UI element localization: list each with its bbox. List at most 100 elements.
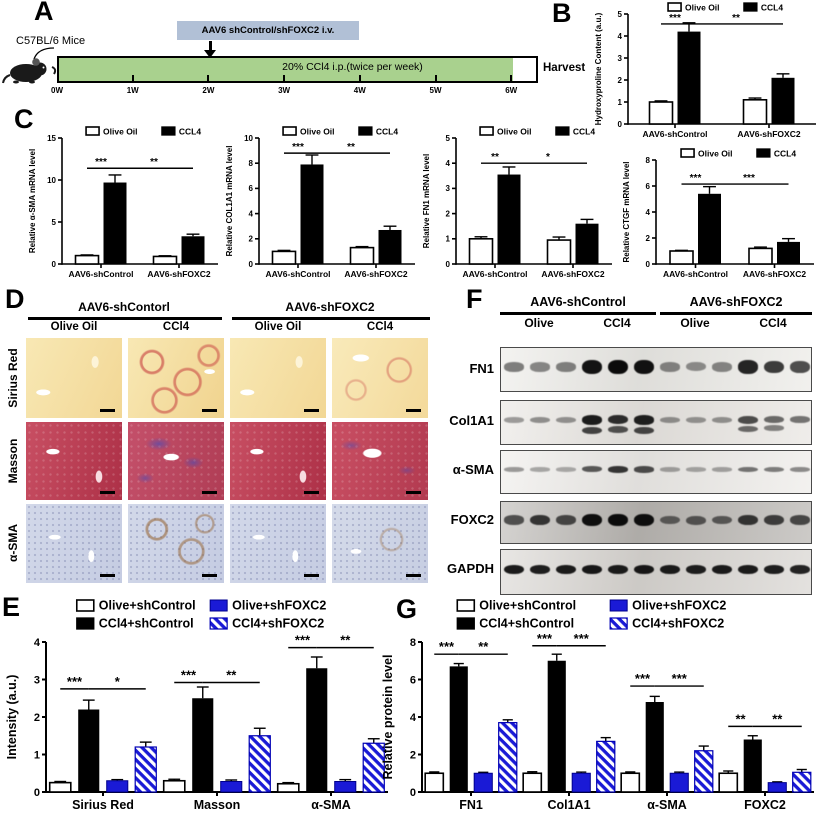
bar-E-Olive+shControl-Masson <box>162 779 186 793</box>
bar-G-Olive+shFOXC2-α-SMA <box>669 772 689 793</box>
significance-stars: ** <box>150 157 158 168</box>
f-cond-olive-2: Olive <box>680 316 710 330</box>
x-category-AAV6-shControl: AAV6-shControl <box>68 269 133 279</box>
significance-stars: ** <box>735 711 746 726</box>
blot-band <box>530 564 550 574</box>
blot-band <box>530 362 550 372</box>
svg-text:2: 2 <box>249 235 254 244</box>
significance-stars: ** <box>478 639 489 654</box>
bar-E-Olive+shFOXC2-Masson <box>220 781 243 793</box>
legend-swatch-black <box>161 126 176 136</box>
legend-swatch-black <box>456 617 475 630</box>
f-group-shcontrol: AAV6-shControl <box>530 295 626 309</box>
panel-c-chart-fn1: 0 1 2 3 4 5 Relative FN1 mRNA level AAV6-shCont… <box>420 124 616 290</box>
x-category-AAV6-shFOXC2: AAV6-shFOXC2 <box>344 269 407 279</box>
svg-text:0: 0 <box>34 787 40 799</box>
blot-band <box>582 514 602 526</box>
y-axis-label-C2: Relative COL1A1 mRNA level <box>225 146 234 257</box>
blot-band <box>738 425 758 433</box>
week-label-1W: 1W <box>126 86 139 95</box>
blot-band <box>660 515 680 525</box>
bar-B-Olive Oil-AAV6-shFOXC2 <box>742 99 768 125</box>
blot-label-col1a1: Col1A1 <box>449 413 494 428</box>
svg-text:6: 6 <box>646 182 651 191</box>
histology-masson-col0 <box>26 422 122 500</box>
scale-bar <box>304 409 319 412</box>
bar-B-CCL4-AAV6-shControl <box>677 31 701 125</box>
panel-f-label: F <box>466 284 483 314</box>
blot-band <box>764 515 784 526</box>
svg-text:1: 1 <box>618 98 623 107</box>
svg-text:4: 4 <box>646 208 651 217</box>
bar-B-Olive Oil-AAV6-shControl <box>648 101 674 125</box>
pointer-line <box>33 47 55 60</box>
blot-band <box>790 416 810 424</box>
blot-band <box>790 361 810 373</box>
svg-text:4: 4 <box>249 209 254 218</box>
blot-FN1 <box>500 347 812 392</box>
blot-band <box>608 514 628 527</box>
blot-band <box>582 564 602 575</box>
week-label-6W: 6W <box>505 86 518 95</box>
bar-C4-Olive Oil-AAV6-shFOXC2 <box>748 247 773 265</box>
scale-bar <box>202 574 217 577</box>
scale-bar <box>406 409 421 412</box>
legend-label-Olive+shControl: Olive+shControl <box>479 599 576 613</box>
x-category-AAV6-shFOXC2: AAV6-shFOXC2 <box>147 269 210 279</box>
y-axis-label-C1: Relative α-SMA mRNA level <box>28 149 37 253</box>
scale-bar <box>100 409 115 412</box>
bar-G-CCl4+shControl-FOXC2 <box>743 739 762 792</box>
blot-band <box>686 416 706 423</box>
bar-C2-CCL4-AAV6-shFOXC2 <box>378 229 402 264</box>
blot-label-fn1: FN1 <box>469 361 494 376</box>
blot-band <box>582 415 602 425</box>
panel-b-label: B <box>552 0 572 28</box>
x-category-AAV6-shControl: AAV6-shControl <box>642 129 707 139</box>
blot-band <box>738 360 758 374</box>
svg-text:8: 8 <box>410 637 416 649</box>
histology-sirius-col2 <box>230 338 326 418</box>
blot-band <box>608 415 628 425</box>
bar-G-Olive+shControl-α-SMA <box>620 772 641 793</box>
x-category-Masson: Masson <box>194 798 241 812</box>
significance-stars: *** <box>574 631 590 646</box>
blot-label-foxc2: FOXC2 <box>450 512 494 527</box>
panel-d-label: D <box>5 284 25 314</box>
significance-stars: *** <box>95 157 107 168</box>
scale-bar <box>304 491 319 494</box>
significance-stars: *** <box>743 173 755 184</box>
svg-text:0: 0 <box>249 260 254 269</box>
svg-text:6: 6 <box>249 184 254 193</box>
legend-swatch-white <box>667 2 682 12</box>
bar-E-Olive+shControl-α-SMA <box>276 782 300 793</box>
bar-C1-CCL4-AAV6-shControl <box>103 182 127 264</box>
harvest-label: Harvest <box>543 62 586 74</box>
blot-band <box>504 416 524 423</box>
injection-box: AAV6 shControl/shFOXC2 i.v. <box>177 21 359 40</box>
blot-band <box>634 415 654 425</box>
legend-label-CCl4+shControl: CCl4+shControl <box>479 617 574 631</box>
significance-stars: * <box>546 152 550 163</box>
blot-band <box>790 467 810 472</box>
histology-sirius-col1 <box>128 338 224 418</box>
x-category-AAV6-shControl: AAV6-shControl <box>462 269 527 279</box>
legend-label-CCL4: CCL4 <box>774 149 796 159</box>
svg-text:3: 3 <box>34 674 40 686</box>
bar-E-CCl4+shFOXC2-α-SMA <box>362 742 385 793</box>
significance-stars: *** <box>690 173 702 184</box>
blot-band <box>582 359 602 374</box>
svg-text:0: 0 <box>646 260 651 269</box>
legend-label-Olive Oil: Olive Oil <box>497 127 532 137</box>
blot-α-SMA <box>500 450 812 494</box>
blot-band <box>738 415 758 424</box>
chart-svg-C4: 0 2 4 6 8 Relative CTGF mRNA level AAV6-shCont… <box>622 148 814 279</box>
legend-swatch-black <box>555 126 570 136</box>
x-category-AAV6-shFOXC2: AAV6-shFOXC2 <box>743 269 806 279</box>
blot-band <box>634 514 654 526</box>
bar-C2-Olive Oil-AAV6-shFOXC2 <box>349 246 375 265</box>
week-label-4W: 4W <box>353 86 366 95</box>
legend-swatch-white <box>680 148 695 158</box>
bar-E-CCl4+shControl-Masson <box>192 698 214 792</box>
blot-band <box>634 564 654 575</box>
